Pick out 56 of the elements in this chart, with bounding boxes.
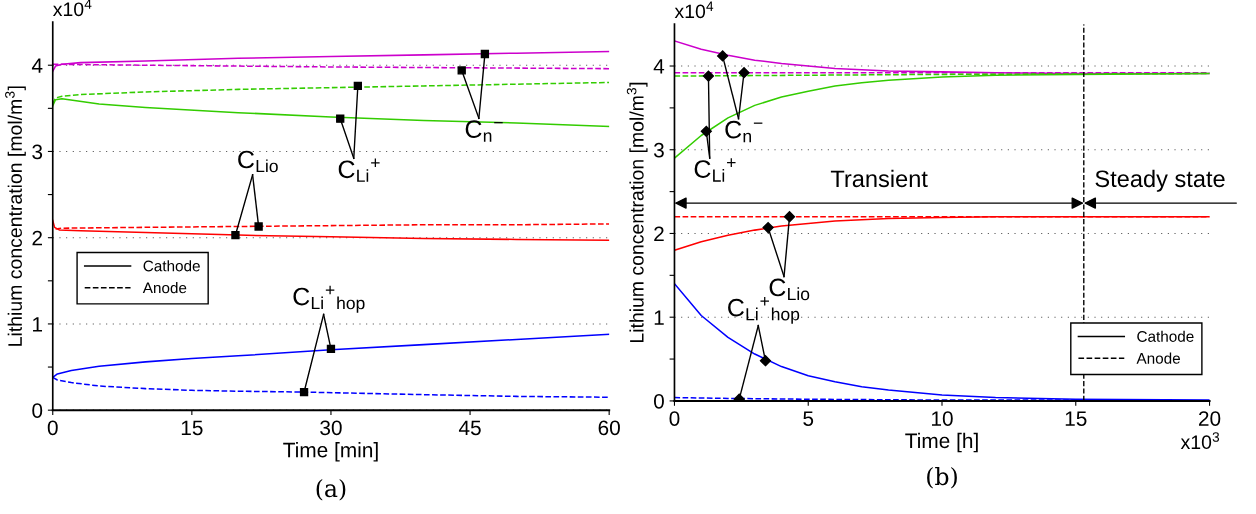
point [299,387,309,397]
legend-label: Cathode [1137,330,1194,342]
text: x10$^{4}$ [52,0,92,17]
y-tick-label: 2 [654,226,664,242]
point [336,114,345,123]
point [783,211,796,223]
legend-label: Cathode [143,260,200,272]
y-tick-label: 1 [33,317,43,332]
y-tick-label: 4 [653,59,665,74]
y-tick-label: 1 [654,310,664,325]
x-tick-label: 10 [932,411,953,426]
y-tick-label: 4 [31,58,43,73]
x-tick-label: 0 [47,420,58,436]
x-tick-label: 20 [1198,411,1221,426]
x-tick-label: 15 [181,420,203,436]
legend-label: Anode [142,282,187,294]
x-tick-label: 5 [803,411,814,426]
annotation: Transient [830,169,928,188]
y-tick-label: 3 [32,144,43,160]
text: (a) [316,478,346,501]
point [457,66,466,75]
annotation: C$_{Li}$$^{+}$ [694,158,736,182]
point [702,70,715,82]
point [738,67,750,79]
annotation: C$_{Li}$$^{+}$ [338,158,380,182]
point [759,355,772,367]
text: x10$^{3}$ [1180,432,1220,450]
annotation: Steady state [1095,169,1225,192]
x-tick-label: 60 [598,420,620,436]
x-tick-label: 0 [669,411,680,426]
y-axis-title: Lithium concentration [mol/m$^{3}$] [626,82,648,343]
point [700,125,712,137]
point [254,222,263,231]
x-tick-label: 15 [1065,411,1087,426]
point [717,50,729,62]
line-series [52,50,610,73]
x-tick-label: 30 [320,420,342,436]
legend-label: Anode [1136,352,1180,364]
y-tick-label: 2 [32,230,42,246]
x-axis-title: Time [min] [283,442,378,462]
x-axis-title: Time [h] [905,432,978,453]
x-tick-label: 45 [458,420,481,436]
annotation: C$_{n}$$^{−}$ [725,120,763,143]
y-tick-label: 0 [653,393,664,409]
point [480,49,490,59]
annotation: C$_{Lio}$ [238,150,278,173]
annotation: C$_{n}$$^{−}$ [465,120,503,142]
point [326,344,336,354]
text: (b) [927,466,957,489]
text: x10$^{4}$ [674,1,714,19]
y-axis-title: Lithium concentration [mol/m$^{3}$] [5,86,26,346]
point [353,81,363,91]
point [762,222,774,234]
point [231,230,240,240]
annotation: C$_{Li}$$^{+}$$_{hop}$ [293,285,365,313]
y-tick-label: 3 [653,142,664,158]
